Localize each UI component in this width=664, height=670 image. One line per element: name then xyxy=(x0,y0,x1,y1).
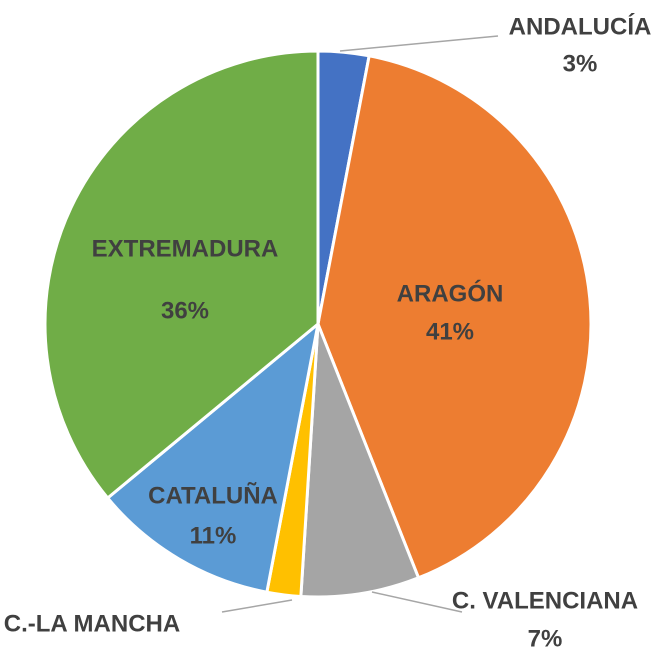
slice-value-label: 7% xyxy=(528,625,563,652)
slice-value-label: 36% xyxy=(161,297,209,324)
leader-line xyxy=(339,35,499,52)
slice-value-label: 3% xyxy=(563,50,598,77)
leader-line xyxy=(221,599,293,613)
slice-label: C.-LA MANCHA xyxy=(4,610,180,637)
slice-label: CATALUÑA xyxy=(148,481,278,509)
slice-label: C. VALENCIANA xyxy=(452,587,638,614)
slice-label: ANDALUCÍA xyxy=(509,12,652,40)
pie-slice xyxy=(105,320,321,594)
slice-label: EXTREMADURA xyxy=(92,235,279,262)
pie-slice xyxy=(43,49,320,501)
slice-value-label: 11% xyxy=(190,522,237,549)
slice-value-label: 41% xyxy=(426,318,474,345)
pie-slice xyxy=(299,323,421,599)
slice-label: ARAGÓN xyxy=(397,279,504,307)
pie-slice xyxy=(316,54,593,580)
leader-line xyxy=(371,591,463,613)
